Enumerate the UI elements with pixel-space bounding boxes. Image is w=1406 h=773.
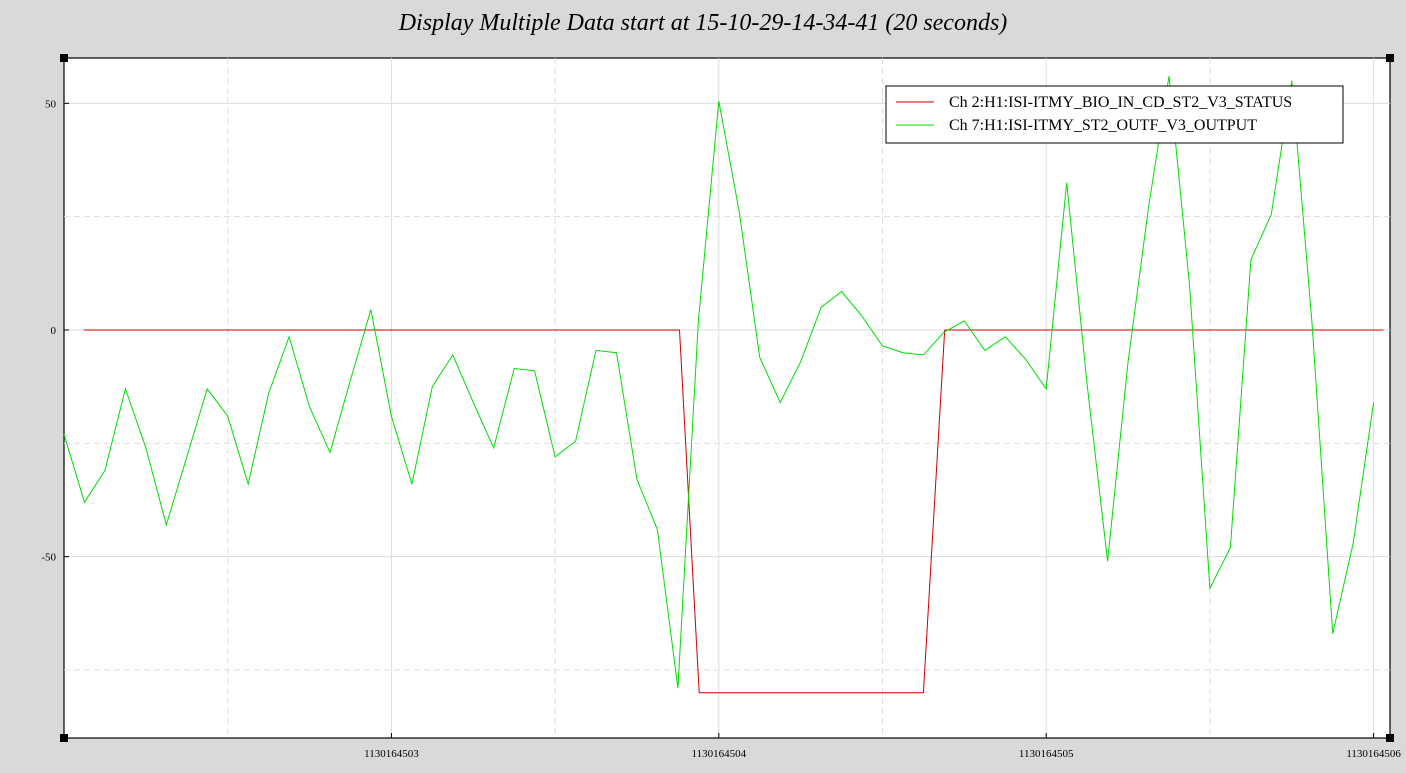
corner-marker[interactable] [1386,54,1394,62]
y-tick-label: 0 [51,325,57,337]
axis-ticks: 1130164503 1130164504 1130164505 1130164506… [41,98,1401,760]
series-line-1 [83,329,1384,694]
series-line-2 [63,76,1375,689]
x-tick-label: 1130164506 [1346,748,1401,760]
legend-entry: Ch 2:H1:ISI-ITMY_BIO_IN_CD_ST2_V3_STATUS [949,94,1292,111]
x-tick-label: 1130164503 [364,748,419,760]
corner-marker[interactable] [60,734,68,742]
chart-title: Display Multiple Data start at 15-10-29-… [398,10,1008,36]
legend: Ch 2:H1:ISI-ITMY_BIO_IN_CD_ST2_V3_STATUS… [885,85,1344,144]
x-tick-label: 1130164504 [692,748,747,760]
y-tick-label: 50 [45,98,57,110]
y-tick-label: -50 [41,552,56,564]
series-lines [63,76,1384,694]
plot-area [63,57,1391,739]
corner-marker[interactable] [60,54,68,62]
corner-markers [60,54,1394,742]
x-tick-label: 1130164505 [1019,748,1074,760]
corner-marker[interactable] [1386,734,1394,742]
legend-entry: Ch 7:H1:ISI-ITMY_ST2_OUTF_V3_OUTPUT [949,117,1257,134]
legend-box [885,85,1344,144]
